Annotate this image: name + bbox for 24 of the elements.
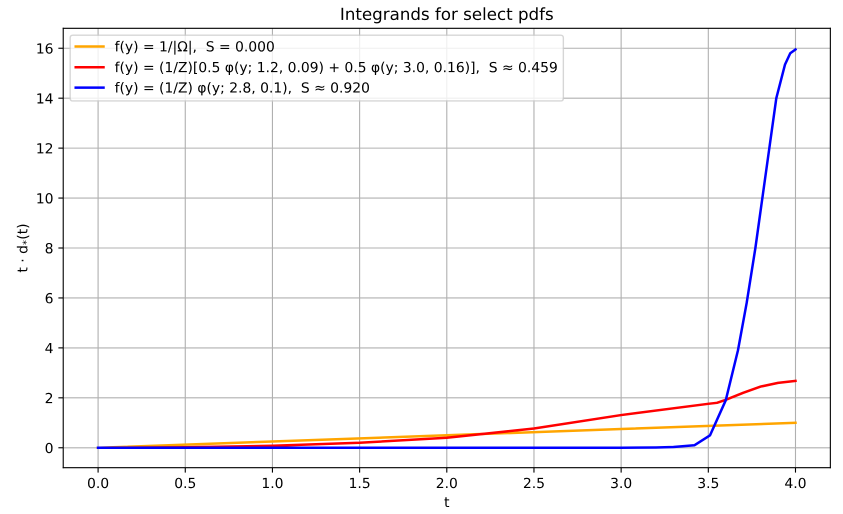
y-tick-label: 12 [37,143,52,154]
y-tick-label: 10 [37,193,53,204]
x-tick-label: 2.0 [436,478,457,488]
legend-label: f(y) = (1/Z) φ(y; 2.8, 0.1), S ≈ 0.920 [114,82,369,96]
x-tick-label: 0.0 [88,478,108,488]
y-axis-title: t · d$_{*}$(t) [16,224,30,272]
y-tick-label: 14 [37,93,53,104]
y-tick-label: 2 [46,392,52,404]
x-tick-label: 1.0 [262,478,283,488]
x-tick-label: 4.0 [785,478,806,488]
legend-label: f(y) = 1/|Ω|, S = 0.000 [114,40,274,55]
y-tick-label: 4 [45,343,53,354]
legend-label: f(y) = (1/Z)[0.5 φ(y; 1.2, 0.09) + 0.5 φ(y; 3.0, 0.16)], S ≈ 0.459 [114,62,557,76]
x-tick-label: 3.0 [611,478,632,488]
x-axis-title: t [444,497,450,508]
x-tick-label: 2.5 [524,478,544,488]
y-tick-label: 0 [46,442,53,454]
x-tick-label: 1.5 [350,478,370,488]
x-tick-label: 0.5 [175,478,196,488]
y-tick-label: 8 [46,242,53,254]
y-tick-label: 16 [37,43,53,54]
y-tick-label: 6 [46,292,53,304]
x-tick-label: 3.5 [698,478,718,488]
chart-title: Integrands for select pdfs [342,7,553,24]
